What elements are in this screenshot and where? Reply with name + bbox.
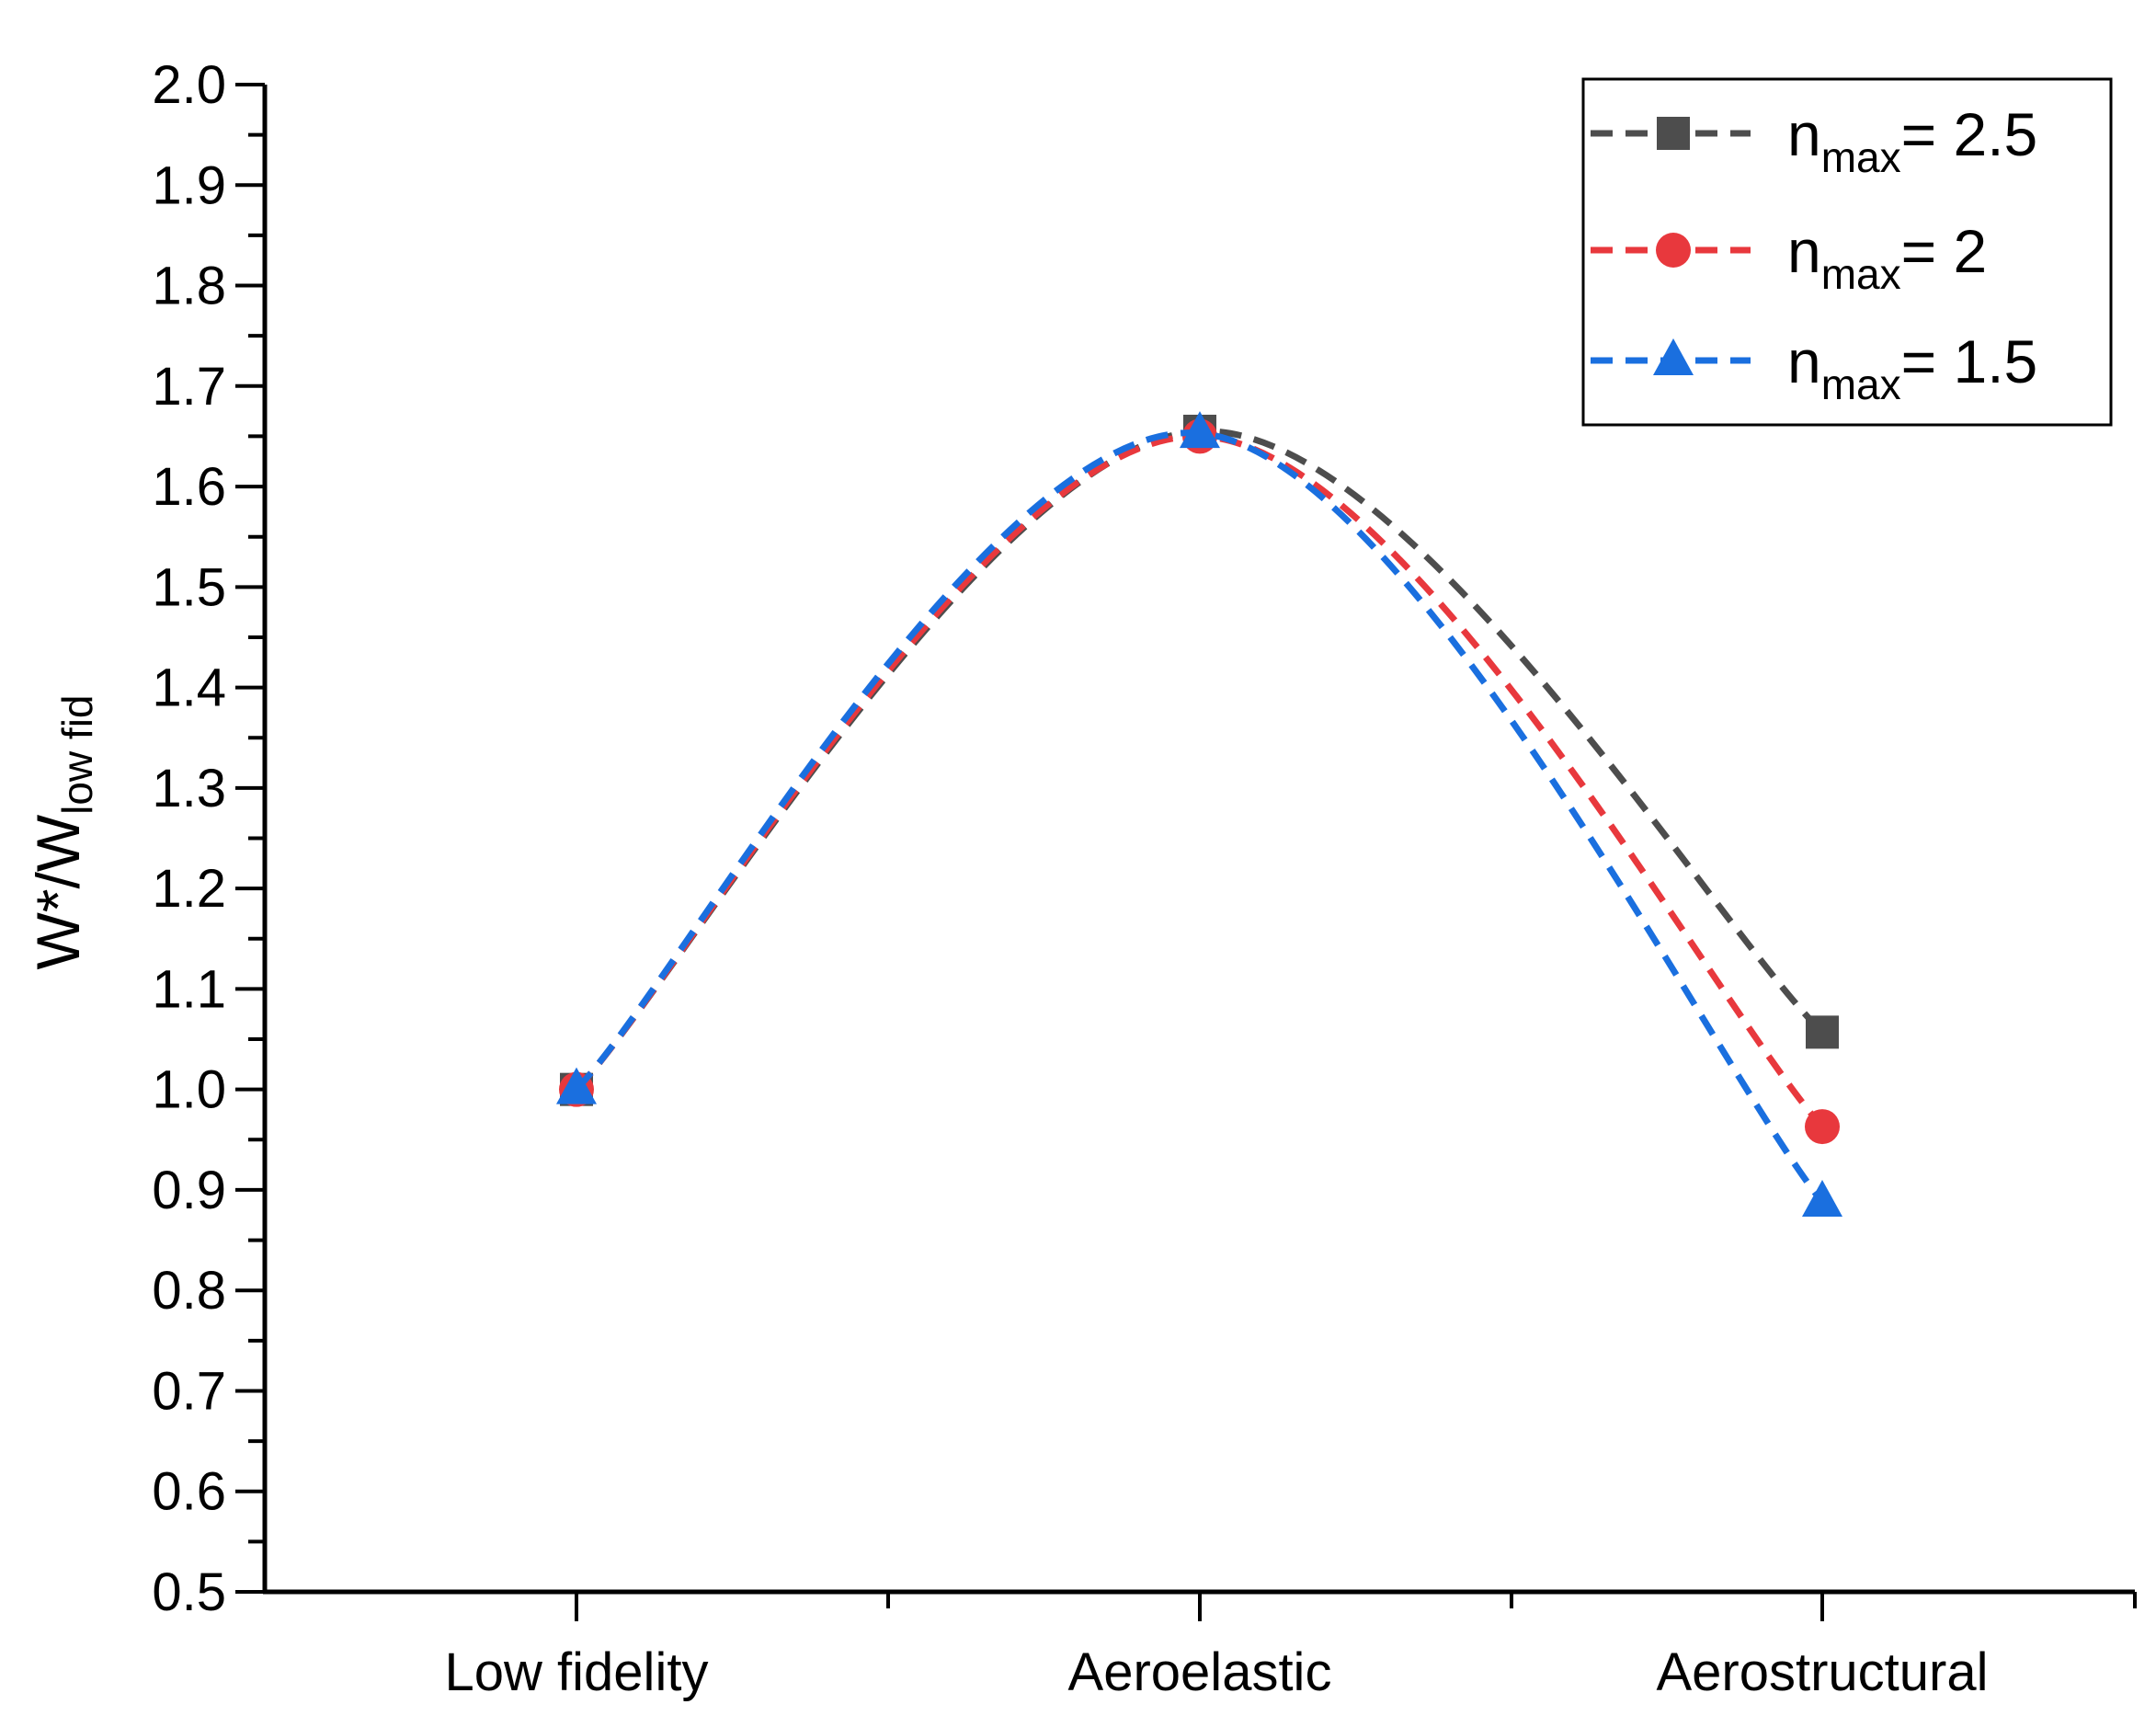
y-tick-label: 1.4 <box>152 658 226 718</box>
legend-label-main: n <box>1787 217 1821 285</box>
series-2 <box>559 418 1840 1145</box>
series-line <box>574 432 1825 1129</box>
y-tick-label: 1.6 <box>152 457 226 517</box>
y-axis-title: W*/Wlow fid <box>24 695 101 970</box>
series-line <box>574 428 1825 1093</box>
y-tick-label: 0.9 <box>152 1161 226 1220</box>
data-point <box>1806 1015 1839 1049</box>
series-line <box>574 429 1825 1205</box>
x-tick-label: Aerostructural <box>1656 1642 1988 1702</box>
legend-label-sub: max <box>1821 250 1901 298</box>
series-layer <box>556 411 1842 1218</box>
legend-label-main: n <box>1787 327 1821 395</box>
y-tick-label: 0.5 <box>152 1562 226 1622</box>
series-3 <box>556 411 1842 1218</box>
legend-label-rest: = 2 <box>1901 217 1988 285</box>
legend-label-sub: max <box>1821 360 1901 408</box>
axes: 0.5 0.6 0.7 0.8 0.9 1.0 1.1 1.2 1.3 1.4 1.5 1.6 1.7 1… <box>152 55 2137 1702</box>
legend-marker <box>1656 233 1691 268</box>
y-tick-label: 2.0 <box>152 55 226 115</box>
x-tick-label: Low fidelity <box>445 1642 709 1702</box>
y-tick-label: 1.8 <box>152 257 226 316</box>
legend-marker <box>1657 117 1690 150</box>
x-tick-label: Aeroelastic <box>1068 1642 1332 1702</box>
legend-label-rest: = 2.5 <box>1901 100 2038 168</box>
y-axis-title-sub: low fid <box>53 695 101 815</box>
y-tick-label: 1.7 <box>152 357 226 417</box>
legend-label: nmax= 2 <box>1787 217 1987 298</box>
legend-label-main: n <box>1787 100 1821 168</box>
legend-marker <box>1653 338 1694 375</box>
y-tick-label: 1.1 <box>152 959 226 1019</box>
y-tick-label: 1.0 <box>152 1060 226 1120</box>
y-tick-label: 1.3 <box>152 759 226 818</box>
y-tick-label: 1.5 <box>152 557 226 617</box>
data-point <box>556 1067 597 1104</box>
y-tick-label: 0.8 <box>152 1261 226 1321</box>
data-point <box>1180 411 1220 449</box>
y-tick-label: 1.9 <box>152 155 226 215</box>
series-1 <box>560 414 1839 1106</box>
y-axis-title-main: W*/W <box>24 814 92 969</box>
legend-label: nmax= 1.5 <box>1787 327 2037 408</box>
data-point <box>1805 1109 1840 1145</box>
legend-label-sub: max <box>1821 133 1901 181</box>
y-tick-label: 1.2 <box>152 859 226 919</box>
legend-label: nmax= 2.5 <box>1787 100 2037 181</box>
legend-label-rest: = 1.5 <box>1901 327 2038 395</box>
svg-text:W*/Wlow fid: W*/Wlow fid <box>24 695 101 970</box>
y-tick-label: 0.7 <box>152 1361 226 1421</box>
y-tick-label: 0.6 <box>152 1462 226 1522</box>
data-point <box>1802 1180 1842 1218</box>
